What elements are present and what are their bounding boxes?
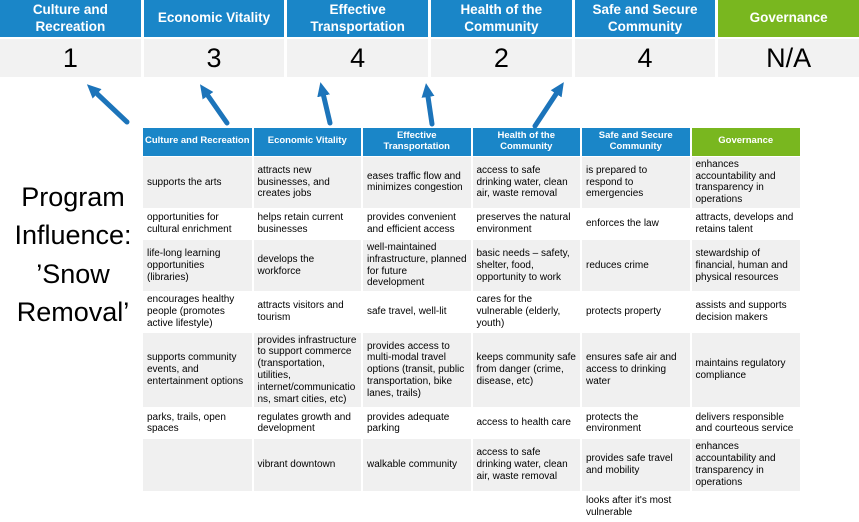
matrix-cell: safe travel, well-lit [361,291,472,333]
arrow-up-3 [317,82,333,126]
matrix-cell: attracts visitors and tourism [251,291,362,333]
matrix-header: Governance [689,128,800,157]
matrix-header: Health of the Community [470,128,581,157]
priority-column: Health of the Community 2 [431,0,572,77]
priority-header: Health of the Community [431,0,572,37]
priority-column: Culture and Recreation 1 [0,0,141,77]
priority-score: N/A [718,39,859,77]
matrix-cell [251,490,362,522]
matrix-cell [689,490,800,522]
matrix-cell: enhances accountability and transparency… [689,155,800,209]
matrix-header: Effective Transportation [361,128,472,157]
priority-header: Effective Transportation [287,0,428,37]
matrix-cell: supports community events, and entertain… [143,331,253,408]
priority-column: Safe and Secure Community 4 [574,0,716,77]
matrix-cell: looks after it's most vulnerable [580,490,691,522]
table-row: looks after it's most vulnerable [143,490,800,522]
matrix-cell: keeps community safe from danger (crime,… [470,331,581,408]
table-row: opportunities for cultural enrichment hel… [143,208,800,240]
matrix-cell: eases traffic flow and minimizes congest… [361,155,472,209]
arrow-up-2 [199,84,230,126]
priority-column: Effective Transportation 4 [287,0,428,77]
matrix-cell [470,490,581,522]
table-row: life-long learning opportunities (librar… [143,239,800,292]
priority-header: Culture and Recreation [0,0,141,37]
priority-banner: Culture and Recreation 1 Economic Vitality… [0,0,859,77]
priority-score: 4 [287,39,428,77]
program-influence-label: Program Influence: ’Snow Removal’ [14,182,132,327]
matrix-cell: access to safe drinking water, clean air… [470,155,581,209]
matrix-cell: cares for the vulnerable (elderly, youth… [470,291,581,333]
matrix-cell: parks, trails, open spaces [143,407,253,439]
influence-matrix: Culture and Recreation Economic Vitality E… [143,128,800,522]
table-row: parks, trails, open spaces regulates grow… [143,407,800,439]
priority-score: 1 [0,39,141,77]
matrix-cell: preserves the natural environment [470,208,581,240]
priority-header: Governance [718,0,859,37]
matrix-cell: ensures safe air and access to drinking … [580,331,691,408]
matrix-cell: provides access to multi-modal travel op… [361,331,472,408]
matrix-cell: life-long learning opportunities (librar… [143,239,253,292]
priority-column: Economic Vitality 3 [143,0,285,77]
table-row: supports the arts attracts new businesses… [143,155,800,209]
matrix-cell: encourages healthy people (promotes acti… [143,291,253,333]
matrix-cell: provides adequate parking [361,407,472,439]
matrix-cell: assists and supports decision makers [689,291,800,333]
matrix-cell: access to health care [470,407,581,439]
matrix-header: Safe and Secure Community [580,128,691,157]
matrix-cell [143,490,253,522]
priority-header: Economic Vitality [143,0,285,37]
table-row: encourages healthy people (promotes acti… [143,291,800,333]
matrix-cell: well-maintained infrastructure, planned … [361,239,472,292]
priority-score: 4 [574,39,716,77]
arrow-up-5 [532,82,564,129]
matrix-cell: attracts new businesses, and creates job… [251,155,362,209]
matrix-cell: develops the workforce [251,239,362,292]
matrix-cell: helps retain current businesses [251,208,362,240]
matrix-cell: provides convenient and efficient access [361,208,472,240]
matrix-cell: is prepared to respond to emergencies [580,155,691,209]
priority-header: Safe and Secure Community [574,0,716,37]
matrix-cell: maintains regulatory compliance [689,331,800,408]
matrix-cell: regulates growth and development [251,407,362,439]
matrix-cell: protects the environment [580,407,691,439]
matrix-cell: attracts, develops and retains talent [689,208,800,240]
matrix-cell: reduces crime [580,239,691,292]
matrix-header: Economic Vitality [251,128,362,157]
matrix-cell [361,490,472,522]
arrow-up-4 [421,83,435,127]
matrix-header: Culture and Recreation [143,128,253,157]
matrix-cell: basic needs – safety, shelter, food, opp… [470,239,581,292]
matrix-cell: delivers responsible and courteous servi… [689,407,800,439]
matrix-header-row: Culture and Recreation Economic Vitality E… [143,128,800,157]
matrix-cell: provides infrastructure to support comme… [251,331,362,408]
matrix-cell: protects property [580,291,691,333]
matrix-cell: opportunities for cultural enrichment [143,208,253,240]
priority-score: 3 [143,39,285,77]
matrix-cell: supports the arts [143,155,253,209]
matrix-cell: stewardship of financial, human and phys… [689,239,800,292]
arrow-up-1 [86,84,130,125]
priority-column: Governance N/A [718,0,859,77]
table-row: supports community events, and entertain… [143,331,800,408]
matrix-cell: enforces the law [580,208,691,240]
influence-arrows [86,82,564,129]
priority-score: 2 [431,39,572,77]
